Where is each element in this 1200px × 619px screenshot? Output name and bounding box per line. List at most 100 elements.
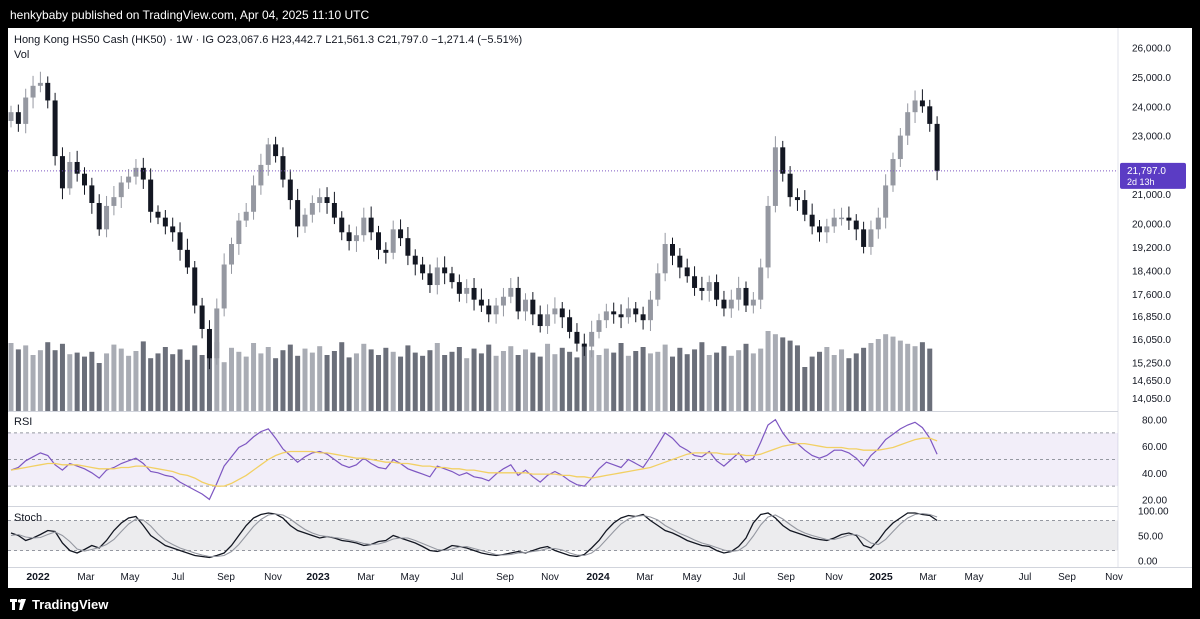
- volume-bar: [170, 354, 176, 411]
- volume-bar: [523, 349, 528, 411]
- volume-bar: [714, 352, 720, 411]
- volume-bar: [919, 342, 925, 411]
- candle-body: [552, 308, 558, 315]
- candle-body: [339, 217, 345, 233]
- footer: TradingView: [0, 590, 1200, 619]
- volume-bar: [692, 349, 698, 411]
- candle-body: [934, 123, 940, 171]
- candle-body: [184, 249, 190, 268]
- brand-label: TradingView: [32, 597, 109, 612]
- candle-body: [670, 244, 675, 256]
- time-tick-label: May: [683, 572, 702, 583]
- candle-body: [559, 308, 565, 318]
- volume-bar: [104, 353, 110, 411]
- candle-body: [890, 159, 896, 186]
- candle-body: [280, 156, 286, 180]
- volume-bar: [243, 356, 249, 411]
- candle-body: [692, 276, 698, 288]
- candle-body: [133, 167, 139, 177]
- volume-bar: [37, 350, 43, 411]
- candle-body: [508, 287, 514, 297]
- legend-low: L21,561.3: [322, 34, 374, 46]
- volume-bar: [390, 351, 396, 411]
- volume-bar: [287, 344, 293, 411]
- volume-bar: [552, 354, 558, 411]
- volume-bar: [780, 337, 786, 411]
- candle-body: [434, 267, 440, 286]
- candle-body: [478, 299, 484, 306]
- legend-open: O23,067.6: [214, 34, 268, 46]
- time-tick-label: Mar: [636, 572, 654, 583]
- volume-bar: [611, 352, 617, 411]
- time-tick-label: Jul: [172, 572, 185, 583]
- candle-body: [398, 229, 404, 239]
- volume-bar: [677, 347, 683, 411]
- candle-body: [23, 97, 29, 124]
- volume-bar: [295, 355, 301, 411]
- publish-bar: henkybaby published on TradingView.com, …: [0, 0, 1200, 28]
- stoch-label: Stoch: [14, 512, 42, 524]
- candle-body: [728, 299, 734, 309]
- volume-bar: [905, 343, 911, 411]
- volume-bar: [82, 356, 87, 411]
- rsi-tick-label: 40.00: [1142, 469, 1167, 480]
- candle-body: [442, 267, 448, 274]
- candle-body: [353, 235, 359, 242]
- candle-body: [743, 287, 749, 306]
- candle-body: [545, 314, 551, 327]
- candle-body: [640, 314, 646, 321]
- volume-bar: [236, 351, 242, 411]
- volume-bar: [8, 343, 14, 411]
- candle-body: [647, 299, 653, 321]
- candle-body: [706, 282, 712, 291]
- candle-body: [140, 167, 146, 180]
- candle-body: [787, 173, 793, 198]
- candle-body: [67, 161, 73, 189]
- time-tick-label: 2023: [306, 571, 330, 583]
- stoch-tick-label: 50.00: [1138, 532, 1163, 543]
- volume-bar: [471, 348, 477, 411]
- volume-bar: [640, 347, 646, 411]
- volume-bar: [206, 352, 212, 411]
- volume-bar: [126, 355, 132, 411]
- candle-body: [493, 305, 499, 315]
- rsi-tick-label: 60.00: [1142, 442, 1167, 453]
- volume-bar: [405, 345, 411, 411]
- candle-body: [919, 100, 925, 107]
- candle-body: [897, 135, 903, 160]
- chart-svg[interactable]: 26,000.0 25,000.0 24,000.0 23,000.0 21,000.0…: [8, 28, 1192, 588]
- candle-body: [523, 299, 528, 312]
- volume-bar: [567, 351, 573, 411]
- candle-body: [736, 287, 742, 300]
- volume-bar: [273, 358, 279, 411]
- volume-bar: [67, 354, 73, 411]
- volume-bar: [743, 343, 749, 411]
- volume-bar: [853, 353, 859, 411]
- price-tick-label: 23,000.0: [1132, 132, 1171, 143]
- volume-bar: [251, 343, 257, 411]
- candle-body: [875, 217, 881, 230]
- volume-bar: [927, 348, 933, 411]
- time-tick-label: Mar: [919, 572, 937, 583]
- volume-bar: [662, 344, 668, 411]
- volume-bar: [309, 352, 315, 411]
- volume-bar: [331, 351, 337, 411]
- volume-bar: [118, 348, 124, 411]
- volume-bar: [346, 357, 352, 411]
- candle-body: [515, 287, 521, 312]
- volume-bar: [221, 362, 227, 411]
- candle-body: [229, 244, 234, 265]
- price-tick-label: 26,000.0: [1132, 44, 1171, 55]
- chart-panel[interactable]: 26,000.0 25,000.0 24,000.0 23,000.0 21,000.0…: [8, 28, 1192, 588]
- volume-bar: [728, 355, 734, 411]
- candle-body: [155, 211, 161, 218]
- candle-body: [295, 200, 301, 227]
- candle-body: [45, 82, 51, 101]
- candle-body: [567, 317, 573, 332]
- candle-body: [59, 156, 65, 189]
- candle-body: [309, 202, 315, 215]
- time-tick-label: Mar: [357, 572, 375, 583]
- volume-bar: [890, 336, 896, 411]
- tradingview-brand[interactable]: TradingView: [10, 597, 108, 612]
- candle-body: [699, 287, 705, 291]
